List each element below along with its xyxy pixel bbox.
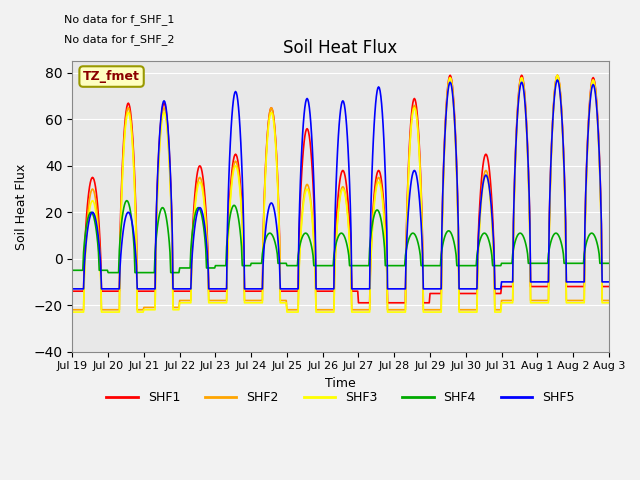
SHF5: [241, 286, 248, 292]
Y-axis label: Soil Heat Flux: Soil Heat Flux: [15, 163, 28, 250]
SHF4: [292, 263, 300, 268]
SHF2: [136, 307, 143, 312]
SHF5: [449, 96, 457, 102]
SHF4: [123, 198, 131, 204]
SHF4: [242, 263, 250, 268]
SHF2: [554, 72, 561, 78]
SHF4: [419, 263, 426, 268]
Line: SHF1: SHF1: [72, 75, 640, 303]
Text: TZ_fmet: TZ_fmet: [83, 70, 140, 83]
Text: No data for f_SHF_2: No data for f_SHF_2: [64, 34, 175, 45]
Text: No data for f_SHF_1: No data for f_SHF_1: [64, 14, 174, 25]
SHF3: [291, 309, 298, 315]
SHF1: [241, 288, 248, 294]
SHF2: [291, 307, 298, 312]
SHF1: [136, 288, 143, 294]
SHF2: [241, 298, 248, 303]
SHF4: [271, 237, 278, 243]
SHF2: [417, 192, 425, 198]
SHF1: [68, 288, 76, 294]
SHF5: [554, 77, 561, 83]
SHF4: [451, 242, 458, 248]
SHF5: [136, 286, 143, 292]
SHF5: [417, 219, 425, 225]
SHF2: [269, 109, 276, 115]
SHF1: [451, 113, 458, 119]
SHF3: [554, 72, 561, 78]
SHF3: [136, 309, 143, 315]
SHF1: [418, 209, 426, 215]
SHF1: [355, 300, 362, 306]
SHF5: [68, 286, 76, 292]
SHF1: [446, 72, 454, 78]
SHF5: [291, 286, 298, 292]
SHF3: [68, 309, 76, 315]
SHF3: [241, 300, 248, 306]
Line: SHF5: SHF5: [72, 80, 640, 289]
Legend: SHF1, SHF2, SHF3, SHF4, SHF5: SHF1, SHF2, SHF3, SHF4, SHF5: [102, 386, 580, 409]
SHF2: [68, 307, 76, 312]
Line: SHF3: SHF3: [72, 75, 640, 312]
SHF2: [449, 94, 457, 100]
Title: Soil Heat Flux: Soil Heat Flux: [284, 39, 397, 57]
SHF5: [269, 202, 276, 208]
SHF3: [449, 94, 457, 100]
Line: SHF2: SHF2: [72, 75, 640, 310]
Line: SHF4: SHF4: [72, 201, 640, 273]
SHF3: [269, 113, 276, 119]
X-axis label: Time: Time: [325, 377, 356, 390]
SHF4: [137, 270, 145, 276]
SHF3: [417, 194, 425, 200]
SHF4: [104, 270, 112, 276]
SHF1: [291, 288, 298, 294]
SHF4: [68, 267, 76, 273]
SHF1: [269, 108, 276, 114]
